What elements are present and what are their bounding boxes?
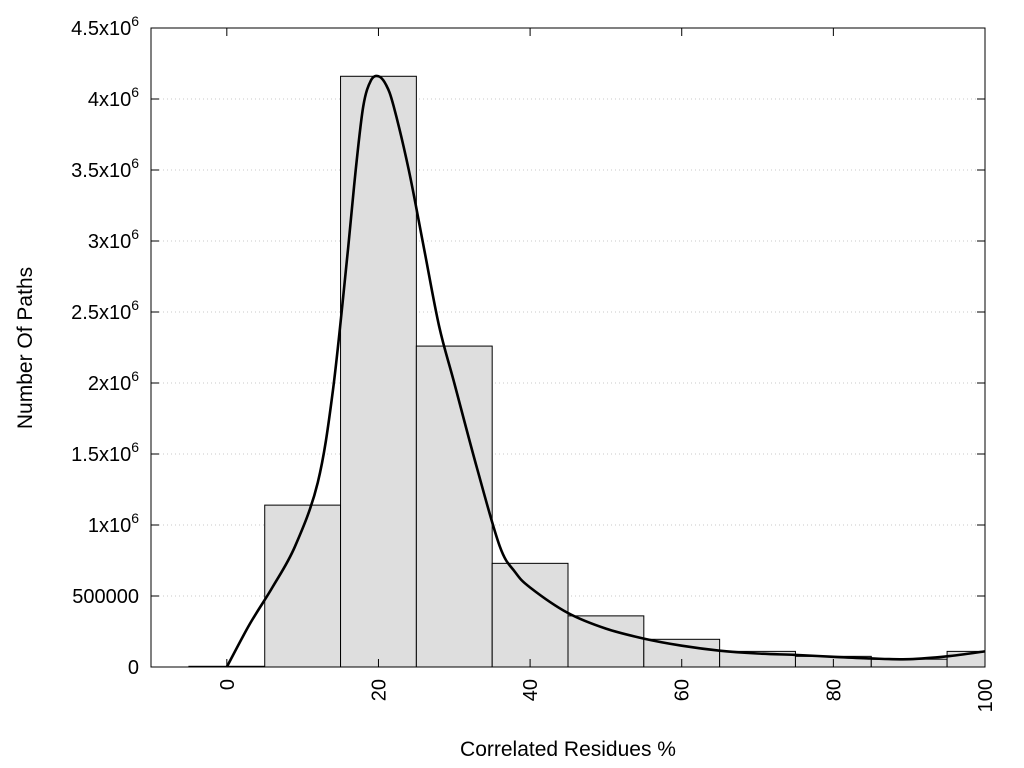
histogram-bar (491, 562, 569, 668)
x-tick-label: 60 (672, 679, 694, 701)
y-tick-label-base: 1x10 (88, 515, 131, 537)
y-tick-label: 4x106 (88, 84, 139, 111)
y-tick-label: 0 (128, 657, 139, 679)
density-curve (225, 74, 986, 668)
y-tick-label-base: 500000 (72, 586, 139, 608)
y-tick-label-exponent: 6 (131, 155, 139, 171)
y-tick-label-base: 1.5x10 (71, 444, 131, 466)
histogram-bar (567, 615, 645, 668)
x-axis-ticks: 0 20 40 60 80 100 (217, 28, 997, 712)
y-axis-ticks: 05000001x1061.5x1062x1062.5x1063x1063.5x… (71, 13, 985, 679)
y-tick-label-base: 2x10 (88, 373, 131, 395)
y-tick-label-base: 0 (128, 657, 139, 679)
histogram-bar (415, 345, 493, 668)
y-tick-label-exponent: 6 (131, 84, 139, 100)
x-axis-label: Correlated Residues % (460, 738, 676, 761)
y-tick-label: 500000 (72, 586, 139, 608)
histogram-bars (188, 75, 986, 668)
y-tick-label-base: 4x10 (88, 89, 131, 111)
plot-frame (150, 27, 986, 668)
y-tick-label-exponent: 6 (131, 510, 139, 526)
y-tick-label: 4.5x106 (71, 13, 139, 40)
density-curve-layer (225, 74, 986, 668)
y-tick-label: 1x106 (88, 510, 139, 537)
x-tick-label: 40 (520, 679, 542, 701)
x-tick-label: 80 (823, 679, 845, 701)
x-tick-label: 20 (368, 679, 390, 701)
x-tick-label: 100 (975, 679, 997, 712)
y-tick-label: 2x106 (88, 368, 139, 395)
histogram-bar (340, 75, 417, 668)
x-tick-label: 0 (217, 679, 239, 690)
histogram-bar (264, 504, 342, 668)
y-axis-label: Number Of Paths (14, 267, 37, 429)
y-tick-label-base: 2.5x10 (71, 302, 131, 324)
y-tick-label-exponent: 6 (131, 368, 139, 384)
y-tick-label: 2.5x106 (71, 297, 139, 324)
y-tick-label-exponent: 6 (131, 226, 139, 242)
y-tick-label-base: 3x10 (88, 231, 131, 253)
y-tick-label: 3.5x106 (71, 155, 139, 182)
y-tick-label: 3x106 (88, 226, 139, 253)
y-tick-label-base: 3.5x10 (71, 160, 131, 182)
y-tick-label: 1.5x106 (71, 439, 139, 466)
y-tick-label-exponent: 6 (131, 297, 139, 313)
y-tick-label-exponent: 6 (131, 439, 139, 455)
y-tick-label-exponent: 6 (131, 13, 139, 29)
y-tick-label-base: 4.5x10 (71, 18, 131, 40)
